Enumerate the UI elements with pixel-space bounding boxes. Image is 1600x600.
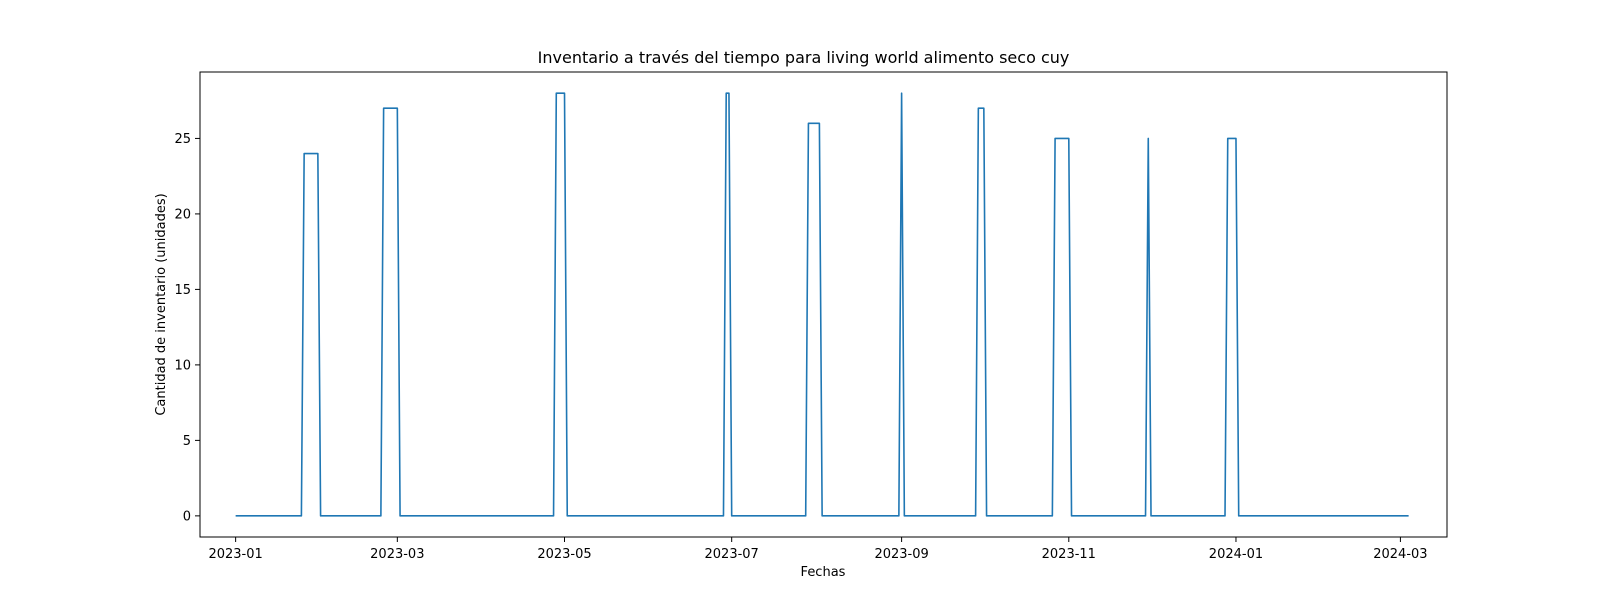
x-tick-label: 2023-11 [1042, 547, 1096, 562]
x-axis: 2023-01 2023-03 2023-05 2023-07 2023-09 2023-… [208, 537, 1428, 562]
x-tick-label: 2023-07 [705, 547, 759, 562]
y-tick-label: 15 [174, 283, 191, 298]
y-axis-label: Cantidad de inventario (unidades) [154, 193, 169, 415]
series-line [235, 92, 1409, 517]
x-tick-label: 2023-01 [208, 547, 262, 562]
y-tick-label: 25 [174, 132, 191, 147]
x-tick-label: 2024-01 [1209, 547, 1263, 562]
y-tick-label: 5 [183, 434, 191, 449]
y-axis: 0 5 10 15 20 25 [174, 132, 200, 524]
y-tick-label: 20 [174, 207, 191, 222]
x-tick-label: 2024-03 [1373, 547, 1427, 562]
chart-title: Inventario a través del tiempo para livi… [538, 48, 1070, 67]
plot-frame [199, 71, 1448, 538]
x-tick-label: 2023-05 [537, 547, 591, 562]
plot-area [235, 92, 1409, 517]
x-tick-label: 2023-09 [874, 547, 928, 562]
y-tick-label: 0 [183, 509, 191, 524]
x-tick-label: 2023-03 [370, 547, 424, 562]
x-axis-label: Fechas [801, 565, 846, 580]
y-tick-label: 10 [174, 358, 191, 373]
